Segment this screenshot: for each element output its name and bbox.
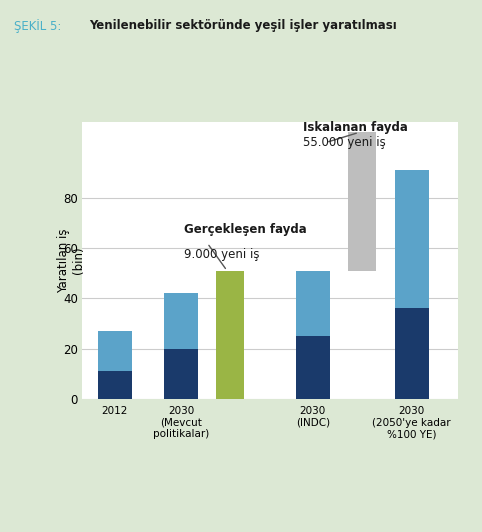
Bar (164, 348, 198, 399)
Text: 9.000 yeni iş: 9.000 yeni iş (184, 248, 260, 261)
Bar (348, 132, 376, 271)
Bar (164, 293, 198, 348)
Text: Gerçekleşen fayda: Gerçekleşen fayda (184, 222, 307, 236)
Text: Iskalanan fayda: Iskalanan fayda (303, 121, 408, 134)
Y-axis label: Yaratılan iş
(bin): Yaratılan iş (bin) (57, 228, 85, 293)
Bar (98, 331, 132, 371)
Bar (295, 271, 330, 336)
Bar (98, 371, 132, 399)
Bar (295, 336, 330, 399)
Bar (216, 271, 244, 399)
Bar (395, 309, 429, 399)
Text: ŞEKİL 5:: ŞEKİL 5: (14, 19, 66, 32)
Bar (395, 170, 429, 309)
Text: 55.000 yeni iş: 55.000 yeni iş (303, 136, 386, 149)
Text: Yenilenebilir sektöründe yeşil işler yaratılması: Yenilenebilir sektöründe yeşil işler yar… (89, 19, 397, 31)
